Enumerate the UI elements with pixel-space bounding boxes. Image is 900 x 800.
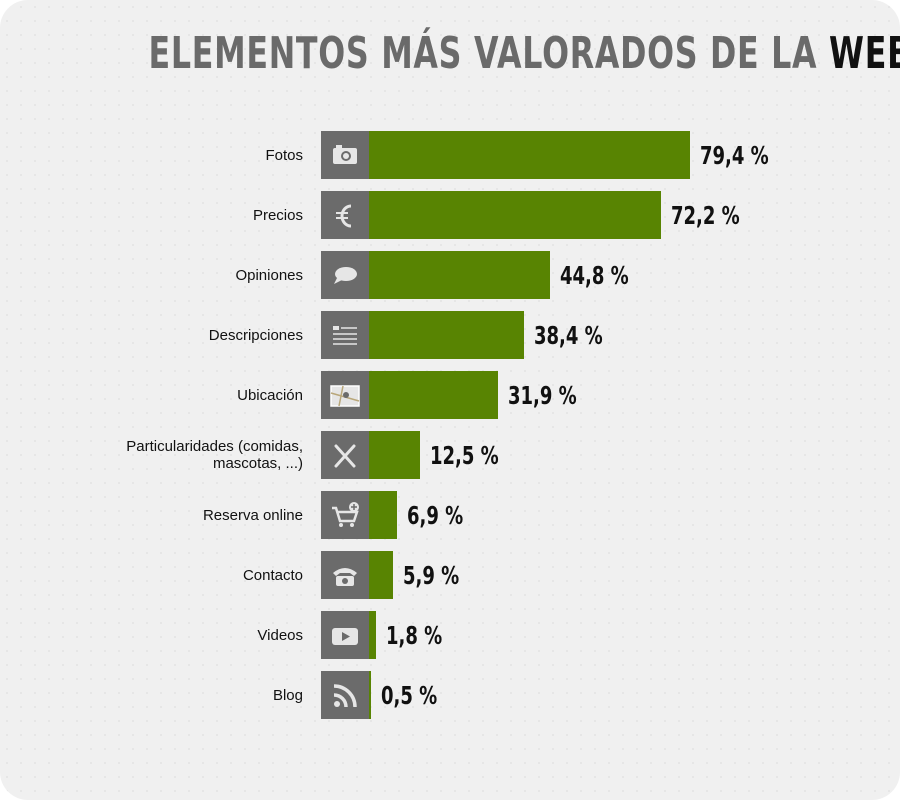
category-label: Fotos — [265, 146, 303, 164]
row-icon — [321, 131, 369, 179]
icon-graphic — [333, 326, 357, 345]
bar — [369, 611, 377, 659]
bar — [369, 431, 420, 479]
bar — [369, 251, 550, 299]
title-emphasis: WEB — [829, 28, 900, 79]
value-label: 1,8 % — [386, 620, 443, 650]
row-icon — [321, 611, 369, 659]
category-label: Reserva online — [202, 506, 303, 524]
bar — [369, 671, 372, 719]
title-text: ELEMENTOS MÁS VALORADOS DE LA — [148, 28, 818, 79]
icon-graphic — [330, 385, 360, 407]
bar — [369, 491, 397, 539]
row-icon — [321, 311, 369, 359]
row-icon — [321, 491, 369, 539]
bar — [369, 551, 393, 599]
value-label: 38,4 % — [534, 320, 603, 350]
value-label: 6,9 % — [406, 500, 464, 530]
value-label: 5,9 % — [402, 560, 460, 590]
chart-title: ELEMENTOS MÁS VALORADOS DE LA WEB — [0, 28, 900, 79]
value-label: 31,9 % — [507, 380, 577, 410]
icon-graphic — [332, 628, 358, 645]
icon-graphic — [334, 267, 357, 284]
category-label: Precios — [252, 206, 303, 224]
row-icon — [321, 551, 369, 599]
row-icon — [321, 671, 369, 719]
category-label: Particularidades (comidas, mascotas, ...… — [126, 438, 303, 472]
row-icon — [321, 371, 369, 419]
icon-graphic — [333, 568, 357, 586]
row-icon — [321, 431, 369, 479]
icon-graphic — [334, 444, 356, 468]
icon-graphic — [336, 204, 352, 228]
icon-graphic — [333, 145, 357, 164]
bar — [369, 311, 525, 359]
category-label: Ubicación — [237, 386, 303, 404]
category-label: Descripciones — [208, 326, 303, 344]
category-label: Opiniones — [235, 266, 303, 284]
value-label: 72,2 % — [670, 200, 740, 230]
value-label: 44,8 % — [559, 260, 629, 290]
row-icon — [321, 251, 369, 299]
category-label: Videos — [257, 626, 303, 644]
bar — [369, 191, 661, 239]
row-icon — [321, 191, 369, 239]
icon-graphic — [332, 502, 359, 527]
value-label: 12,5 % — [429, 440, 499, 470]
bar — [369, 371, 498, 419]
value-label: 79,4 % — [699, 140, 769, 170]
icon-graphic — [333, 684, 357, 708]
value-label: 0,5 % — [381, 680, 438, 710]
category-label: Blog — [272, 686, 303, 704]
bar — [369, 131, 690, 179]
category-label: Contacto — [242, 566, 303, 584]
